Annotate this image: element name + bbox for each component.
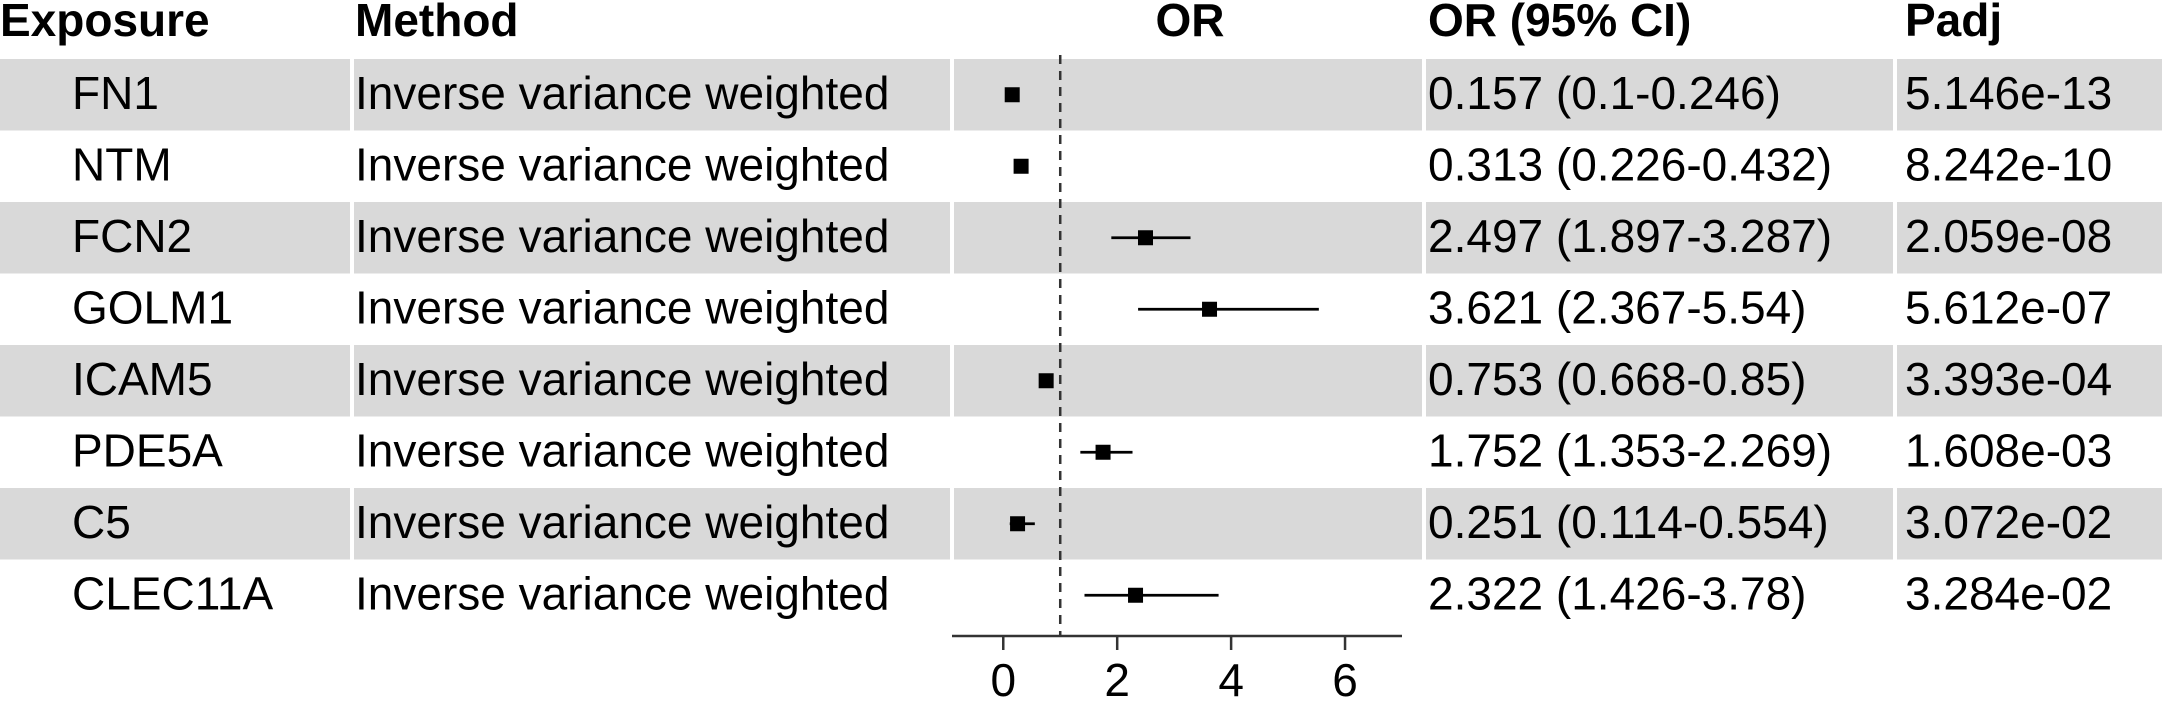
padj-label: 3.072e-02 bbox=[1905, 496, 2112, 548]
or-point bbox=[1038, 373, 1054, 389]
x-axis: 0 2 4 6 bbox=[952, 634, 1402, 706]
or-ci-label: 3.621 (2.367-5.54) bbox=[1428, 282, 1807, 334]
or-point bbox=[1128, 587, 1144, 603]
or-ci-label: 0.251 (0.114-0.554) bbox=[1428, 496, 1829, 548]
padj-label: 5.612e-07 bbox=[1905, 282, 2112, 334]
or-ci-label: 0.313 (0.226-0.432) bbox=[1428, 139, 1832, 191]
exposure-label: PDE5A bbox=[72, 425, 223, 477]
padj-label: 8.242e-10 bbox=[1905, 139, 2112, 191]
method-label: Inverse variance weighted bbox=[355, 67, 889, 119]
x-tick-label: 4 bbox=[1218, 654, 1244, 706]
row-stripe bbox=[0, 559, 2162, 631]
column-separator bbox=[950, 59, 954, 631]
method-label: Inverse variance weighted bbox=[355, 210, 889, 262]
exposure-label: FCN2 bbox=[72, 210, 192, 262]
or-ci-label: 0.157 (0.1-0.246) bbox=[1428, 67, 1781, 119]
x-tick-label: 6 bbox=[1332, 654, 1358, 706]
padj-label: 3.284e-02 bbox=[1905, 568, 2112, 620]
method-label: Inverse variance weighted bbox=[355, 282, 889, 334]
row-stripe bbox=[0, 345, 2162, 417]
x-tick-label: 2 bbox=[1104, 654, 1130, 706]
or-point bbox=[1010, 516, 1026, 532]
or-point bbox=[1013, 158, 1029, 174]
method-label: Inverse variance weighted bbox=[355, 353, 889, 405]
header-row: Exposure Method OR OR (95% CI) Padj bbox=[0, 0, 2002, 46]
or-point bbox=[1138, 230, 1153, 246]
method-label: Inverse variance weighted bbox=[355, 425, 889, 477]
header-or: OR bbox=[1156, 0, 1225, 46]
x-tick-label: 0 bbox=[990, 654, 1016, 706]
header-or-ci: OR (95% CI) bbox=[1428, 0, 1691, 46]
header-method: Method bbox=[355, 0, 519, 46]
column-separator bbox=[350, 59, 354, 631]
padj-label: 3.393e-04 bbox=[1905, 353, 2112, 405]
table-cells: FN1 Inverse variance weighted 0.157 (0.1-0… bbox=[72, 67, 2112, 620]
column-separator bbox=[1422, 59, 1426, 631]
method-label: Inverse variance weighted bbox=[355, 496, 889, 548]
exposure-label: GOLM1 bbox=[72, 282, 233, 334]
forest-plot-area bbox=[1004, 55, 1319, 636]
exposure-label: NTM bbox=[72, 139, 172, 191]
column-separator bbox=[1893, 59, 1897, 631]
row-stripe bbox=[0, 273, 2162, 345]
row-stripe bbox=[0, 488, 2162, 560]
row-stripe bbox=[0, 130, 2162, 202]
or-ci-label: 2.322 (1.426-3.78) bbox=[1428, 568, 1807, 620]
exposure-label: FN1 bbox=[72, 67, 159, 119]
method-label: Inverse variance weighted bbox=[355, 139, 889, 191]
or-ci-label: 2.497 (1.897-3.287) bbox=[1428, 210, 1832, 262]
padj-label: 2.059e-08 bbox=[1905, 210, 2112, 262]
exposure-label: ICAM5 bbox=[72, 353, 213, 405]
padj-label: 5.146e-13 bbox=[1905, 67, 2112, 119]
method-label: Inverse variance weighted bbox=[355, 568, 889, 620]
or-ci-label: 0.753 (0.668-0.85) bbox=[1428, 353, 1807, 405]
row-stripe bbox=[0, 59, 2162, 131]
row-stripes bbox=[0, 59, 2162, 631]
row-stripe bbox=[0, 202, 2162, 274]
header-padj: Padj bbox=[1905, 0, 2002, 46]
exposure-label: C5 bbox=[72, 496, 131, 548]
exposure-label: CLEC11A bbox=[72, 568, 273, 620]
header-exposure: Exposure bbox=[0, 0, 210, 46]
or-point bbox=[1202, 301, 1218, 317]
padj-label: 1.608e-03 bbox=[1905, 425, 2112, 477]
or-point bbox=[1004, 87, 1020, 103]
or-point bbox=[1095, 444, 1111, 460]
or-ci-label: 1.752 (1.353-2.269) bbox=[1428, 425, 1832, 477]
